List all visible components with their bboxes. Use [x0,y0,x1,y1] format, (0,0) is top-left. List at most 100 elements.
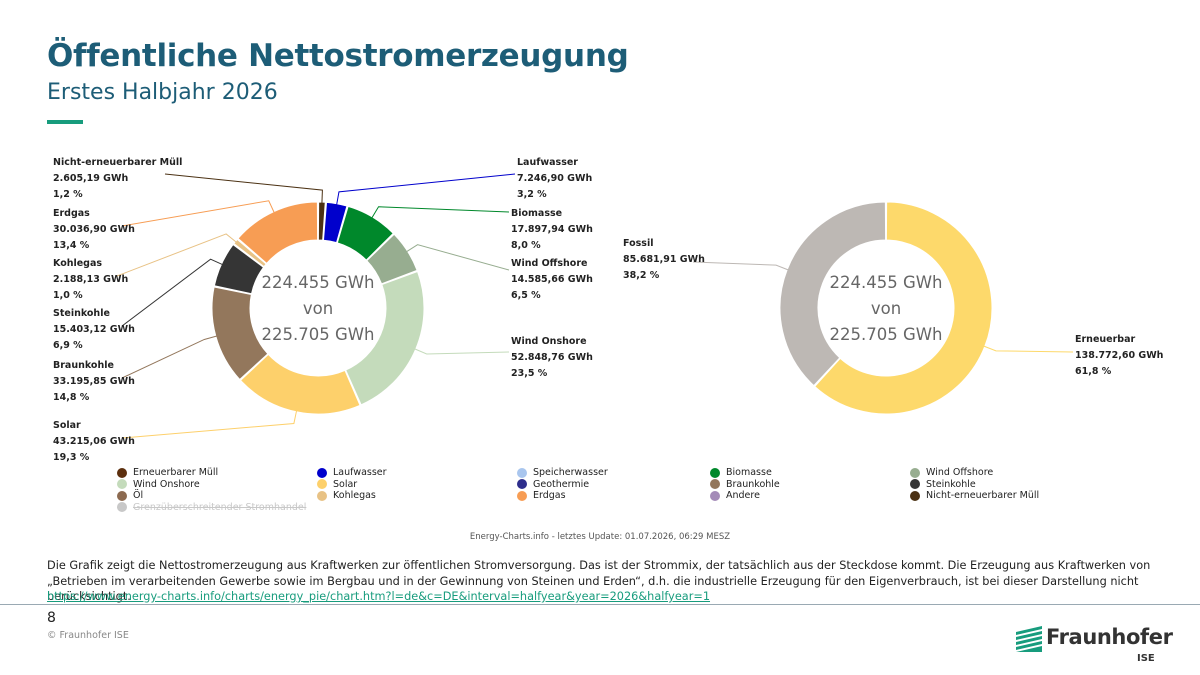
data-label-line-2: 13,4 % [53,240,90,251]
data-label-line-2: 38,2 % [623,270,660,281]
legend-item-biomasse[interactable]: Biomasse [710,467,772,478]
data-label-line-1: 30.036,90 GWh [53,224,135,235]
legend-label: Grenzüberschreitender Stromhandel [133,501,307,513]
data-label-steinkohle: Steinkohle 15.403,12 GWh 6,9 % [53,308,135,351]
legend-item-laufwasser[interactable]: Laufwasser [317,467,387,478]
data-label-line-0: Nicht-erneuerbarer Müll [53,157,182,168]
legend-item-kohlegas[interactable]: Kohlegas [317,490,376,501]
leader-line-steinkohle [121,258,224,327]
leader-line-solar [121,409,298,439]
legend-marker [317,490,327,501]
data-label-line-2: 1,0 % [53,290,83,301]
leader-line-kohlegas [116,233,238,277]
page-number: 8 [47,610,56,626]
data-label-line-0: Wind Onshore [511,336,587,347]
legend-label: Öl [133,490,144,501]
center-text-line-1: von [303,299,333,318]
slice-kohlegas[interactable] [233,238,267,268]
footer-divider [0,604,1200,605]
legend-item-grenzueberschreitender-stromhandel[interactable]: Grenzüberschreitender Stromhandel [117,502,306,513]
legend-label: Wind Offshore [926,467,994,478]
data-label-line-0: Fossil [623,238,653,249]
slice-wind-onshore[interactable] [345,270,425,406]
data-label-line-0: Biomasse [511,208,562,219]
legend-marker [710,479,720,489]
data-label-line-1: 15.403,12 GWh [53,324,135,335]
data-label-fossil: Fossil 85.681,91 GWh 38,2 % [623,238,705,281]
legend-marker [517,479,527,489]
slice-solar[interactable] [239,353,361,415]
data-label-line-1: 138.772,60 GWh [1075,350,1164,361]
source-link[interactable]: https://www.energy-charts.info/charts/en… [47,590,711,603]
data-label-line-1: 2.605,19 GWh [53,173,128,184]
legend-item-solar[interactable]: Solar [317,479,357,490]
center-text-line-0: 224.455 GWh [829,273,942,292]
donut-chart-2: Erneuerbar 138.772,60 GWh 61,8 % Fossil 85.6… [623,201,1164,415]
legend-label: Solar [333,478,358,490]
data-label-line-1: 17.897,94 GWh [511,224,593,235]
data-label-line-1: 33.195,85 GWh [53,376,135,387]
legend-item-geothermie[interactable]: Geothermie [517,479,589,490]
leader-line-wind-offshore [405,244,510,271]
legend-marker [117,502,127,512]
slice-erneuerbar[interactable] [814,201,993,415]
legend-item-wind-onshore[interactable]: Wind Onshore [117,479,200,490]
data-label-wind-offshore: Wind Offshore 14.585,66 GWh 6,5 % [511,258,593,301]
data-label-line-1: 14.585,66 GWh [511,274,593,285]
data-label-line-2: 23,5 % [511,368,548,379]
legend-label: Braunkohle [726,478,780,490]
leader-line-erdgas [121,200,276,227]
legend-label: Steinkohle [926,478,976,490]
legend-item-braunkohle[interactable]: Braunkohle [710,479,780,490]
leader-line-erneuerbar [982,345,1074,353]
legend-marker [710,467,720,478]
data-label-line-2: 19,3 % [53,452,90,463]
copyright: © Fraunhofer ISE [47,630,129,641]
data-label-line-1: 85.681,91 GWh [623,254,705,265]
slice-braunkohle[interactable] [211,286,269,381]
legend-label: Wind Onshore [133,478,200,490]
data-label-line-2: 8,0 % [511,240,541,251]
data-label-line-2: 3,2 % [517,189,547,200]
slice-laufwasser[interactable] [322,201,348,244]
slice-wind-offshore[interactable] [366,233,418,285]
data-label-line-0: Solar [53,420,81,431]
title-accent-bar [47,120,83,124]
slice-steinkohle[interactable] [213,243,265,295]
legend-item-andere[interactable]: Andere [710,490,760,501]
donut-chart-1: Nicht-erneuerbarer Müll 2.605,19 GWh 1,2 %… [53,157,593,463]
leader-line-laufwasser [335,173,516,206]
legend-marker [117,467,127,478]
slice-erdgas[interactable] [237,201,319,265]
legend-label: Andere [726,490,760,501]
legend-marker [517,467,527,478]
legend-marker [317,467,327,478]
logo-wordmark: Fraunhofer [1046,625,1173,649]
data-label-line-2: 6,5 % [511,290,541,301]
data-label-line-2: 14,8 % [53,392,90,403]
legend-item-oel[interactable]: Öl [117,490,143,501]
legend-item-erdgas[interactable]: Erdgas [517,490,566,501]
chart-description: Die Grafik zeigt die Nettostromerzeugung… [47,559,1151,603]
legend-item-speicherwasser[interactable]: Speicherwasser [517,467,608,478]
legend-item-erneuerbarer-muell[interactable]: Erneuerbarer Müll [117,467,218,478]
data-label-laufwasser: Laufwasser 7.246,90 GWh 3,2 % [517,157,592,200]
legend-marker [317,479,327,489]
page-subtitle: Erstes Halbjahr 2026 [47,80,278,105]
center-text-line-2: 225.705 GWh [261,325,374,344]
slice-nicht-erneuerbarer-muell[interactable] [317,201,326,241]
slice-biomasse[interactable] [336,205,394,261]
legend-item-wind-offshore[interactable]: Wind Offshore [910,467,993,478]
data-label-wind-onshore: Wind Onshore 52.848,76 GWh 23,5 % [511,336,593,379]
data-label-line-0: Erneuerbar [1075,334,1135,345]
legend-item-nicht-erneuerbarer-muell[interactable]: Nicht-erneuerbarer Müll [910,490,1039,501]
data-label-line-1: 52.848,76 GWh [511,352,593,363]
slice-fossil[interactable] [779,201,887,387]
legend-marker [910,490,920,501]
legend-label: Kohlegas [333,490,376,501]
legend-item-steinkohle[interactable]: Steinkohle [910,479,976,490]
data-label-erneuerbar: Erneuerbar 138.772,60 GWh 61,8 % [1075,334,1164,377]
chart-legend: Erneuerbarer Müll Laufwasser Speicherwasse… [117,467,1117,515]
center-text-line-0: 224.455 GWh [261,273,374,292]
legend-label: Erdgas [533,490,566,501]
